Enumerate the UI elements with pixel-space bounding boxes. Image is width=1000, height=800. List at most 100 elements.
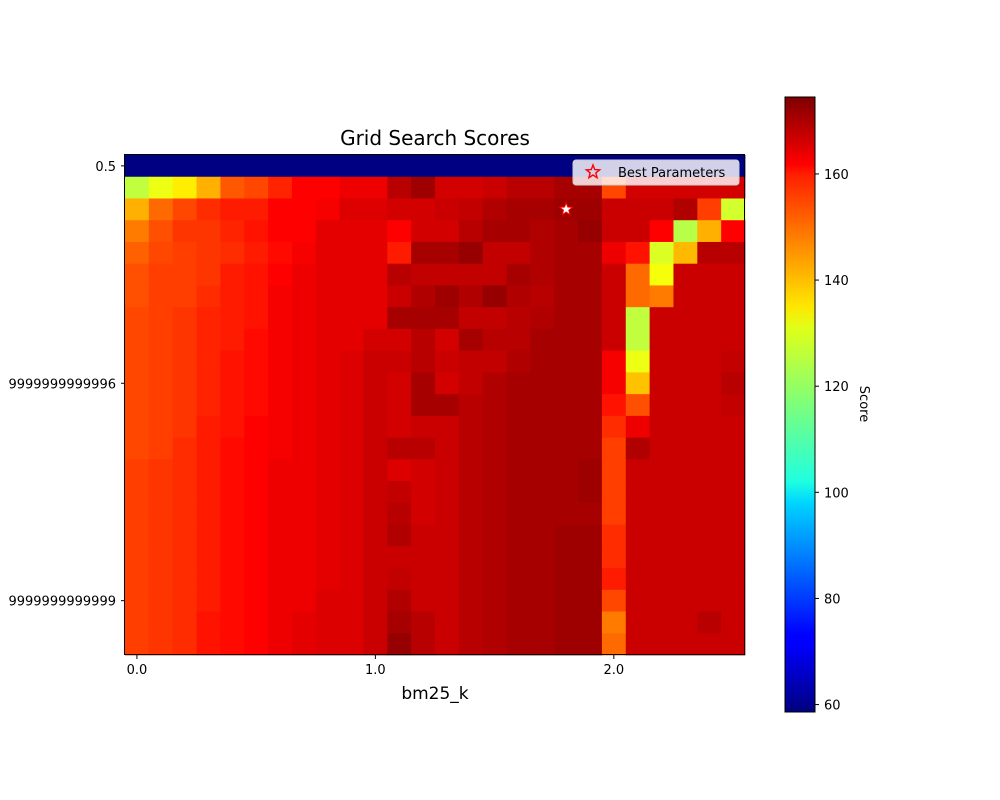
heatmap-cell: [649, 241, 674, 265]
heatmap-cell: [339, 546, 364, 569]
heatmap-cell: [172, 546, 197, 569]
heatmap-cell: [387, 155, 412, 178]
heatmap-cell: [339, 502, 364, 525]
heatmap-cell: [363, 437, 388, 460]
heatmap-cell: [554, 350, 579, 373]
heatmap-cell: [625, 437, 651, 460]
heatmap-cell: [363, 350, 388, 373]
heatmap-cell: [458, 481, 484, 504]
heatmap-cell: [554, 394, 579, 417]
heatmap-cell: [411, 307, 436, 330]
heatmap-cell: [268, 328, 293, 352]
heatmap-cell: [482, 415, 507, 439]
heatmap-cell: [291, 176, 317, 199]
heatmap-cell: [673, 502, 698, 525]
heatmap-cell: [387, 307, 412, 330]
heatmap-cell: [268, 589, 293, 612]
heatmap-cell: [721, 285, 746, 308]
heatmap-cell: [315, 481, 341, 504]
heatmap-cell: [649, 611, 674, 634]
heatmap-cell: [482, 241, 507, 265]
heatmap-cell: [411, 155, 436, 178]
heatmap-cell: [625, 611, 651, 634]
heatmap-cell: [482, 589, 507, 612]
heatmap-cell: [578, 307, 603, 330]
heatmap-cell: [458, 524, 484, 547]
heatmap-cell: [387, 633, 412, 656]
heatmap-cell: [554, 524, 579, 547]
heatmap-cell: [697, 589, 722, 612]
heatmap-cell: [435, 176, 460, 199]
heatmap-cell: [435, 328, 460, 352]
heatmap-cell: [601, 589, 627, 612]
heatmap-cell: [315, 155, 341, 178]
heatmap-cell: [220, 198, 245, 221]
heatmap-cell: [363, 415, 388, 439]
heatmap-cell: [363, 307, 388, 330]
heatmap-cell: [172, 372, 197, 395]
x-tick-label: 0.0: [127, 663, 148, 678]
heatmap-cell: [673, 220, 698, 243]
heatmap-cell: [530, 198, 555, 221]
heatmap-cell: [172, 198, 197, 221]
heatmap-cell: [554, 328, 579, 352]
heatmap-cell: [578, 546, 603, 569]
heatmap-cell: [196, 502, 221, 525]
heatmap-cell: [172, 459, 197, 482]
heatmap-cell: [506, 241, 531, 265]
heatmap-cell: [125, 568, 150, 591]
heatmap-cell: [601, 459, 627, 482]
heatmap-cell: [625, 198, 651, 221]
heatmap-cell: [721, 372, 746, 395]
heatmap-cell: [435, 307, 460, 330]
heatmap-cell: [601, 285, 627, 308]
legend-star-icon: [584, 163, 602, 180]
heatmap-cell: [649, 524, 674, 547]
heatmap-cell: [482, 524, 507, 547]
heatmap-cell: [125, 155, 150, 178]
heatmap-cell: [268, 524, 293, 547]
heatmap-cell: [625, 546, 651, 569]
heatmap-cell: [125, 524, 150, 547]
heatmap-cell: [125, 394, 150, 417]
heatmap-cell: [601, 350, 627, 373]
heatmap-cell: [220, 415, 245, 439]
heatmap-cell: [244, 176, 269, 199]
heatmap-cell: [721, 437, 746, 460]
heatmap-cell: [721, 633, 746, 656]
heatmap-cell: [411, 611, 436, 634]
heatmap-cell: [625, 394, 651, 417]
heatmap-cell: [697, 220, 722, 243]
heatmap-cell: [268, 263, 293, 286]
heatmap-cell: [387, 611, 412, 634]
heatmap-cell: [435, 350, 460, 373]
heatmap-cell: [268, 176, 293, 199]
heatmap-cell: [315, 568, 341, 591]
heatmap-cell: [721, 502, 746, 525]
heatmap-cell: [649, 263, 674, 286]
heatmap-cell: [601, 415, 627, 439]
heatmap-cell: [220, 241, 245, 265]
heatmap-cell: [530, 176, 555, 199]
heatmap-cell: [220, 633, 245, 656]
heatmap-cell: [268, 372, 293, 395]
heatmap-cell: [339, 524, 364, 547]
heatmap-cell: [578, 502, 603, 525]
heatmap-cell: [649, 394, 674, 417]
heatmap-cell: [697, 633, 722, 656]
heatmap-cell: [530, 481, 555, 504]
heatmap-cell: [458, 220, 484, 243]
colorbar-tick-label: 80: [824, 592, 841, 607]
heatmap-cell: [172, 481, 197, 504]
heatmap-cell: [506, 502, 531, 525]
heatmap-cell: [482, 285, 507, 308]
heatmap-cell: [506, 155, 531, 178]
heatmap-cell: [339, 198, 364, 221]
heatmap-cell: [315, 394, 341, 417]
heatmap-cell: [482, 502, 507, 525]
heatmap-cell: [220, 307, 245, 330]
heatmap-cell: [220, 502, 245, 525]
heatmap-cell: [148, 176, 174, 199]
heatmap-cell: [148, 568, 174, 591]
heatmap-cell: [244, 220, 269, 243]
